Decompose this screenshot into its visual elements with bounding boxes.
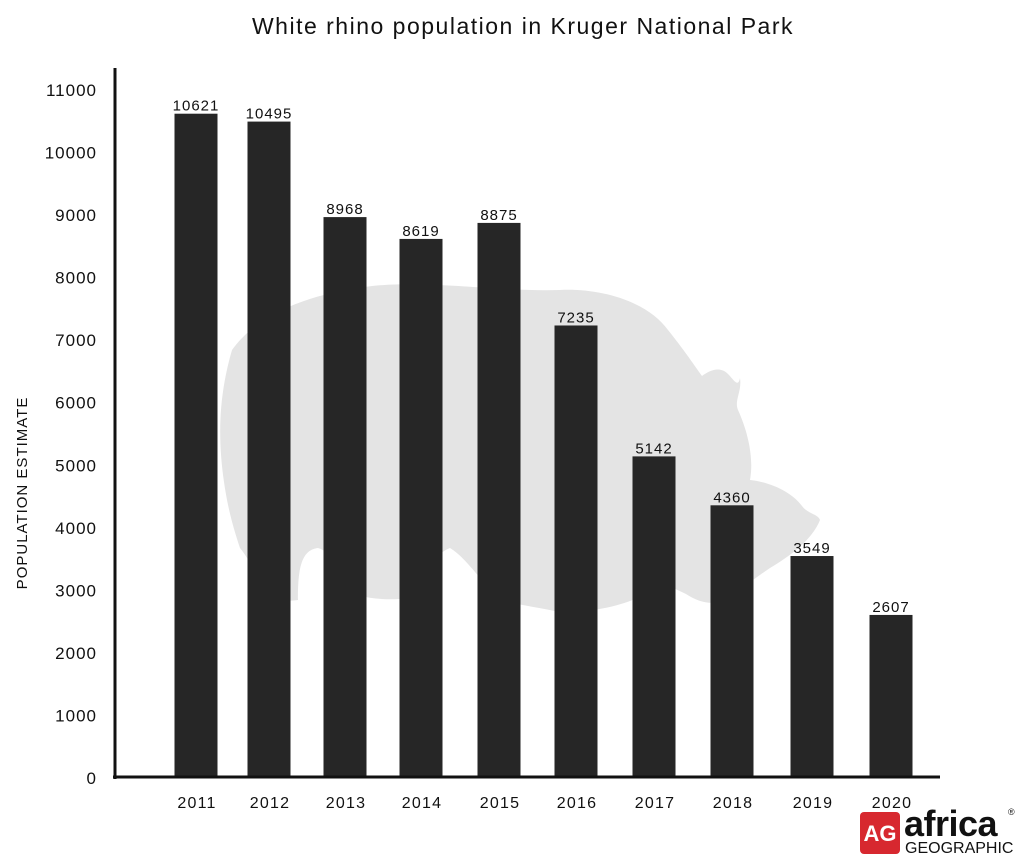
data-label-2012: 10495 — [246, 106, 293, 123]
y-tick-label: 0 — [87, 769, 97, 788]
data-label-2020: 2607 — [872, 599, 909, 616]
bar-2018 — [710, 505, 754, 778]
data-label-2011: 10621 — [173, 98, 220, 115]
y-tick-label: 6000 — [55, 394, 97, 413]
bars — [174, 113, 913, 779]
brand-name-top: africa — [904, 803, 999, 844]
bar-2019 — [790, 556, 834, 778]
ag-badge — [860, 812, 900, 854]
y-tick-label: 11000 — [46, 81, 97, 100]
y-tick-label: 9000 — [55, 206, 97, 225]
y-tick-label: 7000 — [55, 331, 97, 350]
x-tick-label: 2013 — [326, 795, 366, 812]
y-axis-ticks: 0 1000 2000 3000 4000 5000 6000 7000 8000 9000 100… — [45, 81, 97, 788]
x-tick-label: 2011 — [177, 795, 216, 812]
bar-2017 — [632, 456, 676, 778]
data-label-2015: 8875 — [480, 207, 517, 224]
x-tick-label: 2017 — [635, 795, 675, 812]
x-tick-label: 2015 — [480, 795, 520, 812]
bar-2015 — [477, 222, 521, 779]
ag-badge-text: AG — [864, 821, 897, 846]
bar-2016 — [554, 325, 598, 778]
data-label-2018: 4360 — [713, 489, 750, 506]
data-label-2013: 8968 — [326, 201, 363, 218]
bar-2012 — [247, 121, 291, 779]
y-tick-label: 1000 — [55, 706, 97, 725]
chart-title: White rhino population in Kruger Nationa… — [252, 13, 794, 39]
bar-2014 — [399, 238, 443, 779]
registered-mark: ® — [1008, 807, 1015, 817]
y-tick-label: 4000 — [55, 519, 97, 538]
y-tick-label: 10000 — [45, 144, 97, 163]
x-tick-label: 2018 — [713, 795, 753, 812]
bar-2013 — [323, 217, 367, 779]
data-label-2014: 8619 — [402, 223, 439, 240]
x-tick-label: 2014 — [402, 795, 442, 812]
bar-2020 — [869, 614, 913, 778]
y-axis-label: POPULATION ESTIMATE — [14, 397, 31, 590]
brand-name-bottom: GEOGRAPHIC — [905, 840, 1013, 857]
x-tick-label: 2020 — [872, 795, 912, 812]
bar-2011 — [174, 113, 218, 779]
y-tick-label: 8000 — [55, 269, 97, 288]
data-label-2019: 3549 — [793, 540, 830, 557]
y-tick-label: 3000 — [55, 581, 97, 600]
x-tick-label: 2016 — [557, 795, 597, 812]
data-label-2016: 7235 — [557, 309, 594, 326]
x-tick-label: 2012 — [250, 795, 290, 812]
africa-geographic-logo: AG africa ® GEOGRAPHIC — [860, 803, 1015, 857]
data-label-2017: 5142 — [635, 440, 672, 457]
data-labels: 10621 10495 8968 8619 8875 7235 5142 4360 3549 26… — [173, 98, 909, 616]
y-tick-label: 5000 — [55, 456, 97, 475]
y-tick-label: 2000 — [55, 644, 97, 663]
x-tick-label: 2019 — [793, 795, 833, 812]
x-axis-ticks: 2011 2012 2013 2014 2015 2016 2017 2018 2019 2020 — [177, 795, 912, 812]
